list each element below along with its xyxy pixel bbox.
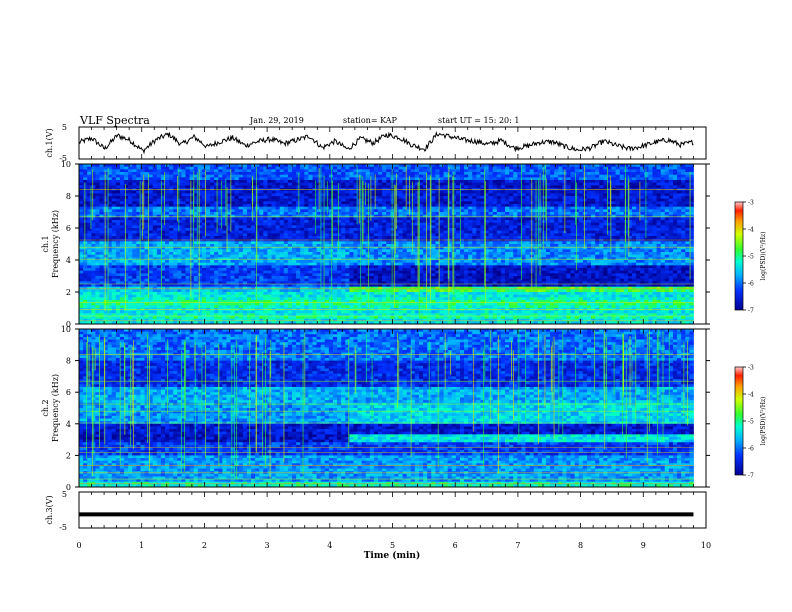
time-tick-label: 2 bbox=[202, 541, 207, 550]
colorbar-tick-label: -4 bbox=[748, 227, 754, 234]
freq-tick-label: 0 bbox=[66, 320, 71, 329]
colorbar-tick-label: -6 bbox=[748, 281, 754, 288]
time-tick-label: 9 bbox=[641, 541, 646, 550]
ch1-spectrogram-yticks: 0 2 4 6 8 10 bbox=[61, 160, 710, 329]
ch1-spectrogram-ylabel-line2: Frequency (kHz) bbox=[51, 210, 60, 278]
date-label: Jan. 29, 2019 bbox=[249, 116, 304, 125]
station-label: station= KAP bbox=[343, 116, 398, 125]
time-axis-ticks: 0 1 2 3 4 5 6 7 8 9 10 bbox=[76, 127, 711, 550]
ch1-ytick-bottom: -5 bbox=[59, 154, 67, 163]
figure-title: VLF Spectra bbox=[79, 114, 150, 127]
time-tick-label: 6 bbox=[453, 541, 458, 550]
ch1-waveform-panel: 5 -5 ch.1(V) bbox=[45, 123, 707, 163]
ch2-spectrogram-image bbox=[79, 329, 706, 488]
ch1-spectrogram-ylabel-line1: ch.1 bbox=[41, 235, 50, 252]
colorbar-tick-label: -7 bbox=[748, 308, 754, 315]
freq-tick-label: 4 bbox=[66, 256, 71, 265]
ch1-ytick-top: 5 bbox=[62, 123, 67, 132]
ch3-waveform-ylabel: ch.3(V) bbox=[45, 495, 54, 524]
ch3-waveform-frame bbox=[78, 491, 707, 529]
colorbar-tick-label: -3 bbox=[748, 200, 754, 207]
colorbar-tick-label: -7 bbox=[748, 473, 754, 480]
ch1-waveform-trace bbox=[78, 130, 694, 155]
ch3-waveform-panel: 5 -5 ch.3(V) bbox=[45, 490, 707, 532]
ch2-spectrogram-ylabel-line1: ch.2 bbox=[41, 399, 50, 416]
freq-tick-label: 10 bbox=[61, 160, 71, 169]
freq-tick-label: 6 bbox=[66, 388, 71, 397]
ch3-ytick-bottom: -5 bbox=[59, 523, 67, 532]
time-tick-label: 10 bbox=[701, 541, 711, 550]
ch1-waveform-ylabel: ch.1(V) bbox=[45, 128, 54, 157]
freq-tick-label: 0 bbox=[66, 483, 71, 492]
time-tick-label: 0 bbox=[76, 541, 81, 550]
freq-tick-label: 2 bbox=[66, 288, 71, 297]
freq-tick-label: 8 bbox=[66, 357, 71, 366]
ch1-colorbar-label: log(PSD)(V²/Hz) bbox=[760, 232, 767, 281]
ch1-colorbar-ticks: -3 -4 -5 -6 -7 bbox=[743, 200, 754, 315]
ch2-colorbar bbox=[734, 366, 744, 476]
freq-tick-label: 6 bbox=[66, 224, 71, 233]
time-tick-label: 4 bbox=[327, 541, 332, 550]
ch1-spectrogram-image bbox=[79, 164, 706, 325]
time-tick-label: 1 bbox=[139, 541, 144, 550]
colorbar-tick-label: -5 bbox=[748, 419, 754, 426]
freq-tick-label: 8 bbox=[66, 192, 71, 201]
ch2-colorbar-ticks: -3 -4 -5 -6 -7 bbox=[743, 365, 754, 480]
freq-tick-label: 10 bbox=[61, 325, 71, 334]
colorbar-tick-label: -3 bbox=[748, 365, 754, 372]
ch2-spectrogram-ylabel-line2: Frequency (kHz) bbox=[51, 374, 60, 442]
freq-tick-label: 4 bbox=[66, 420, 71, 429]
colorbar-tick-label: -5 bbox=[748, 254, 754, 261]
time-tick-label: 5 bbox=[390, 541, 395, 550]
time-tick-label: 7 bbox=[515, 541, 520, 550]
ch2-colorbar-label: log(PSD)(V²/Hz) bbox=[760, 397, 767, 446]
ch2-spectrogram-yticks: 0 2 4 6 8 10 bbox=[61, 325, 710, 492]
colorbar-tick-label: -6 bbox=[748, 446, 754, 453]
ch1-colorbar bbox=[734, 201, 744, 311]
start-time-label: start UT = 15: 20: 1 bbox=[438, 116, 519, 125]
time-axis-label: Time (min) bbox=[364, 550, 421, 561]
freq-tick-label: 2 bbox=[66, 451, 71, 460]
colorbar-tick-label: -4 bbox=[748, 392, 754, 399]
time-tick-label: 8 bbox=[578, 541, 583, 550]
ch3-ytick-top: 5 bbox=[62, 490, 67, 499]
time-tick-label: 3 bbox=[265, 541, 270, 550]
